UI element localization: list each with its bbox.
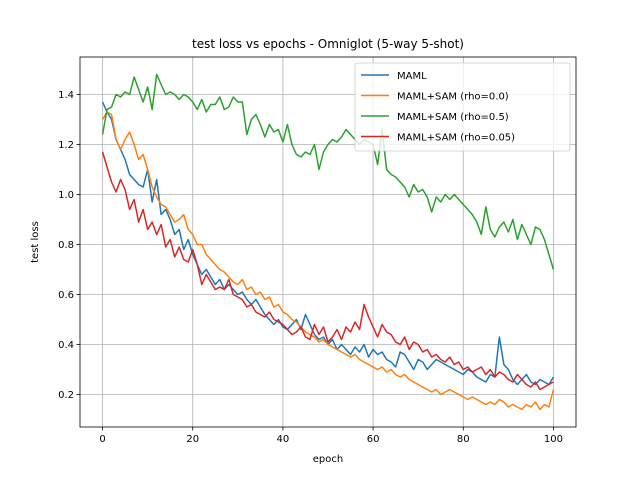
legend-entry-label: MAML+SAM (rho=0.5): [397, 112, 509, 123]
axis-ticks: 0 20 40 60 80 100 0.2 0.4 0.6 0.8 1.0 1.2 1.4: [58, 90, 563, 445]
y-tick-label: 1.2: [58, 140, 74, 151]
y-tick-label: 1.0: [58, 190, 74, 201]
legend-entry-label: MAML: [397, 71, 427, 82]
x-tick-label: 60: [367, 434, 380, 445]
x-tick-label: 80: [457, 434, 470, 445]
y-tick-label: 0.8: [58, 240, 74, 251]
series-line-maml-sam-rho-0-05: [101, 151, 554, 391]
legend-entry-label: MAML+SAM (rho=0.05): [397, 133, 515, 144]
legend-entry-label: MAML+SAM (rho=0.0): [397, 92, 509, 103]
x-tick-label: 0: [99, 434, 105, 445]
x-tick-label: 20: [186, 434, 199, 445]
y-tick-label: 0.4: [58, 340, 74, 351]
x-tick-label: 40: [277, 434, 290, 445]
x-axis-label: epoch: [313, 454, 343, 465]
legend: MAML MAML+SAM (rho=0.0) MAML+SAM (rho=0.5)…: [354, 62, 571, 152]
y-axis-label: test loss: [30, 221, 41, 263]
legend-box: [354, 62, 571, 152]
x-tick-label: 100: [544, 434, 563, 445]
series-line-maml-sam-rho-0-0: [101, 111, 555, 411]
y-tick-label: 1.4: [58, 90, 74, 101]
y-tick-label: 0.6: [58, 290, 74, 301]
plot-frame: [79, 56, 577, 428]
series-line-maml-sam-rho-0-5: [101, 73, 555, 270]
y-tick-label: 0.2: [58, 390, 74, 401]
series-lines: [101, 73, 555, 411]
chart-title: test loss vs epochs - Omniglot (5-way 5-…: [192, 37, 464, 51]
